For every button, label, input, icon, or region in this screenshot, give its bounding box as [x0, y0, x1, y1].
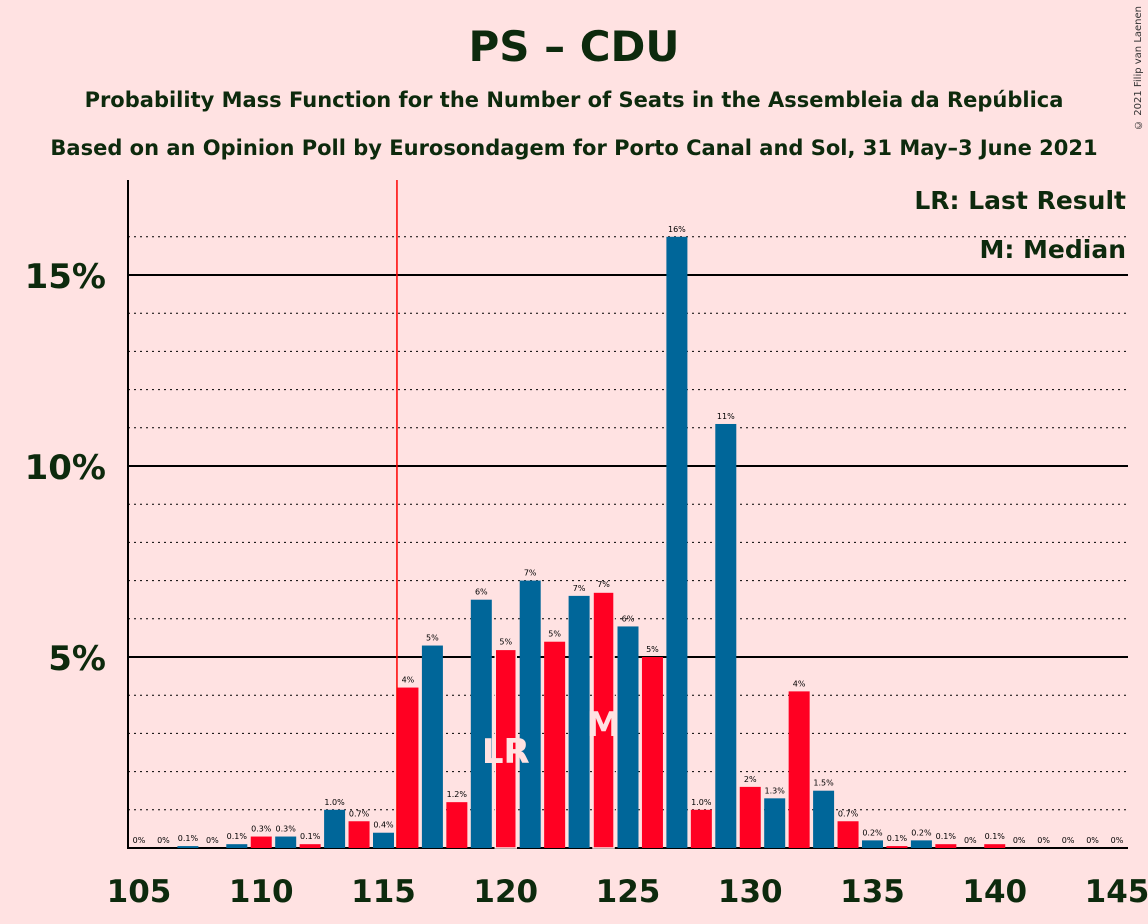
- bar-seat-117: [421, 645, 443, 848]
- data-label: 1.3%: [765, 786, 786, 795]
- data-label: 0.7%: [838, 809, 859, 818]
- last-result-marker: LR: [482, 732, 530, 772]
- bar-seat-136: [886, 846, 908, 848]
- chart-subtitle: Probability Mass Function for the Number…: [84, 88, 1064, 112]
- data-label: 4%: [793, 679, 806, 688]
- data-label: 0.4%: [373, 821, 394, 830]
- bar-seat-115: [373, 832, 394, 848]
- bar-seat-118: [446, 802, 468, 848]
- bar-seat-130: [739, 786, 761, 848]
- chart-subtitle-source: Based on an Opinion Poll by Eurosondagem…: [50, 136, 1098, 160]
- data-label: 0.1%: [985, 832, 1006, 841]
- bar-seat-125: [617, 626, 639, 848]
- bar-seat-116: [397, 687, 419, 848]
- data-label: 6%: [622, 614, 635, 623]
- bar-seat-129: [715, 423, 737, 848]
- data-label: 7%: [524, 569, 537, 578]
- data-label: 0.1%: [227, 832, 248, 841]
- bar-seat-112: [299, 844, 321, 848]
- data-label: 1.2%: [447, 790, 468, 799]
- bar-seat-137: [910, 840, 932, 848]
- bar-seat-110: [250, 836, 272, 848]
- bar-seat-127: [666, 236, 688, 849]
- data-label: 7%: [573, 584, 586, 593]
- data-label: 1.0%: [324, 798, 345, 807]
- y-tick-label: 5%: [48, 639, 106, 679]
- x-tick-label: 135: [840, 874, 905, 910]
- data-label: 0.1%: [300, 832, 321, 841]
- data-label: 0%: [157, 836, 170, 845]
- bar-seat-120: [494, 648, 517, 849]
- bar-seat-124: [592, 591, 615, 849]
- data-label: 5%: [426, 634, 439, 643]
- bar-seat-132: [788, 691, 810, 848]
- data-label: 0%: [206, 836, 219, 845]
- y-tick-label: 10%: [25, 448, 106, 488]
- data-label: 0.7%: [349, 809, 370, 818]
- data-label: 11%: [717, 412, 735, 421]
- bar-seat-138: [935, 844, 957, 848]
- bar-seat-123: [568, 595, 590, 848]
- x-tick-label: 110: [229, 874, 294, 910]
- data-label: 0%: [1062, 836, 1075, 845]
- chart-title: PS – CDU: [468, 22, 680, 71]
- data-label: 7%: [597, 580, 610, 589]
- bar-seat-126: [641, 657, 663, 848]
- data-label: 0%: [133, 836, 146, 845]
- data-label: 5%: [548, 630, 561, 639]
- data-label: 1.5%: [813, 779, 834, 788]
- legend-entry: M: Median: [979, 235, 1126, 264]
- data-label: 0.1%: [887, 834, 908, 843]
- data-label: 4%: [402, 676, 415, 685]
- data-label: 6%: [475, 588, 488, 597]
- bar-seat-109: [226, 844, 248, 848]
- data-label: 0.3%: [251, 825, 272, 834]
- bar-seat-114: [348, 821, 370, 848]
- bar-seat-140: [984, 844, 1006, 848]
- bar-seat-128: [690, 809, 712, 848]
- x-tick-label: 130: [718, 874, 783, 910]
- data-label: 2%: [744, 775, 757, 784]
- legend-entry: LR: Last Result: [914, 186, 1126, 215]
- data-label: 1.0%: [691, 798, 712, 807]
- x-tick-label: 105: [107, 874, 172, 910]
- data-label: 0%: [964, 836, 977, 845]
- bar-seat-107: [177, 846, 199, 848]
- bar-seat-121: [519, 580, 541, 848]
- data-label: 0%: [1111, 836, 1124, 845]
- bar-seat-119: [470, 599, 492, 848]
- data-label: 5%: [646, 645, 659, 654]
- median-marker: M: [587, 705, 621, 745]
- bar-seat-134: [837, 821, 859, 848]
- x-tick-label: 120: [473, 874, 538, 910]
- bar-seat-111: [275, 836, 297, 848]
- data-label: 5%: [499, 637, 512, 646]
- data-label: 0.2%: [911, 828, 932, 837]
- bar-seat-133: [813, 790, 835, 848]
- data-label: 0.2%: [862, 828, 883, 837]
- data-label: 0.3%: [276, 825, 297, 834]
- x-tick-label: 145: [1085, 874, 1148, 910]
- bar-seat-135: [862, 840, 883, 848]
- bar-seat-113: [324, 809, 346, 848]
- x-tick-label: 140: [962, 874, 1027, 910]
- data-label: 16%: [668, 225, 686, 234]
- x-tick-label: 115: [351, 874, 416, 910]
- data-label: 0.1%: [936, 832, 957, 841]
- data-label: 0%: [1037, 836, 1050, 845]
- bar-seat-122: [544, 641, 566, 848]
- data-label: 0.1%: [178, 834, 199, 843]
- x-tick-label: 125: [596, 874, 661, 910]
- data-label: 0%: [1086, 836, 1099, 845]
- data-label: 0%: [1013, 836, 1026, 845]
- y-tick-label: 15%: [25, 257, 106, 297]
- bar-seat-131: [764, 798, 786, 848]
